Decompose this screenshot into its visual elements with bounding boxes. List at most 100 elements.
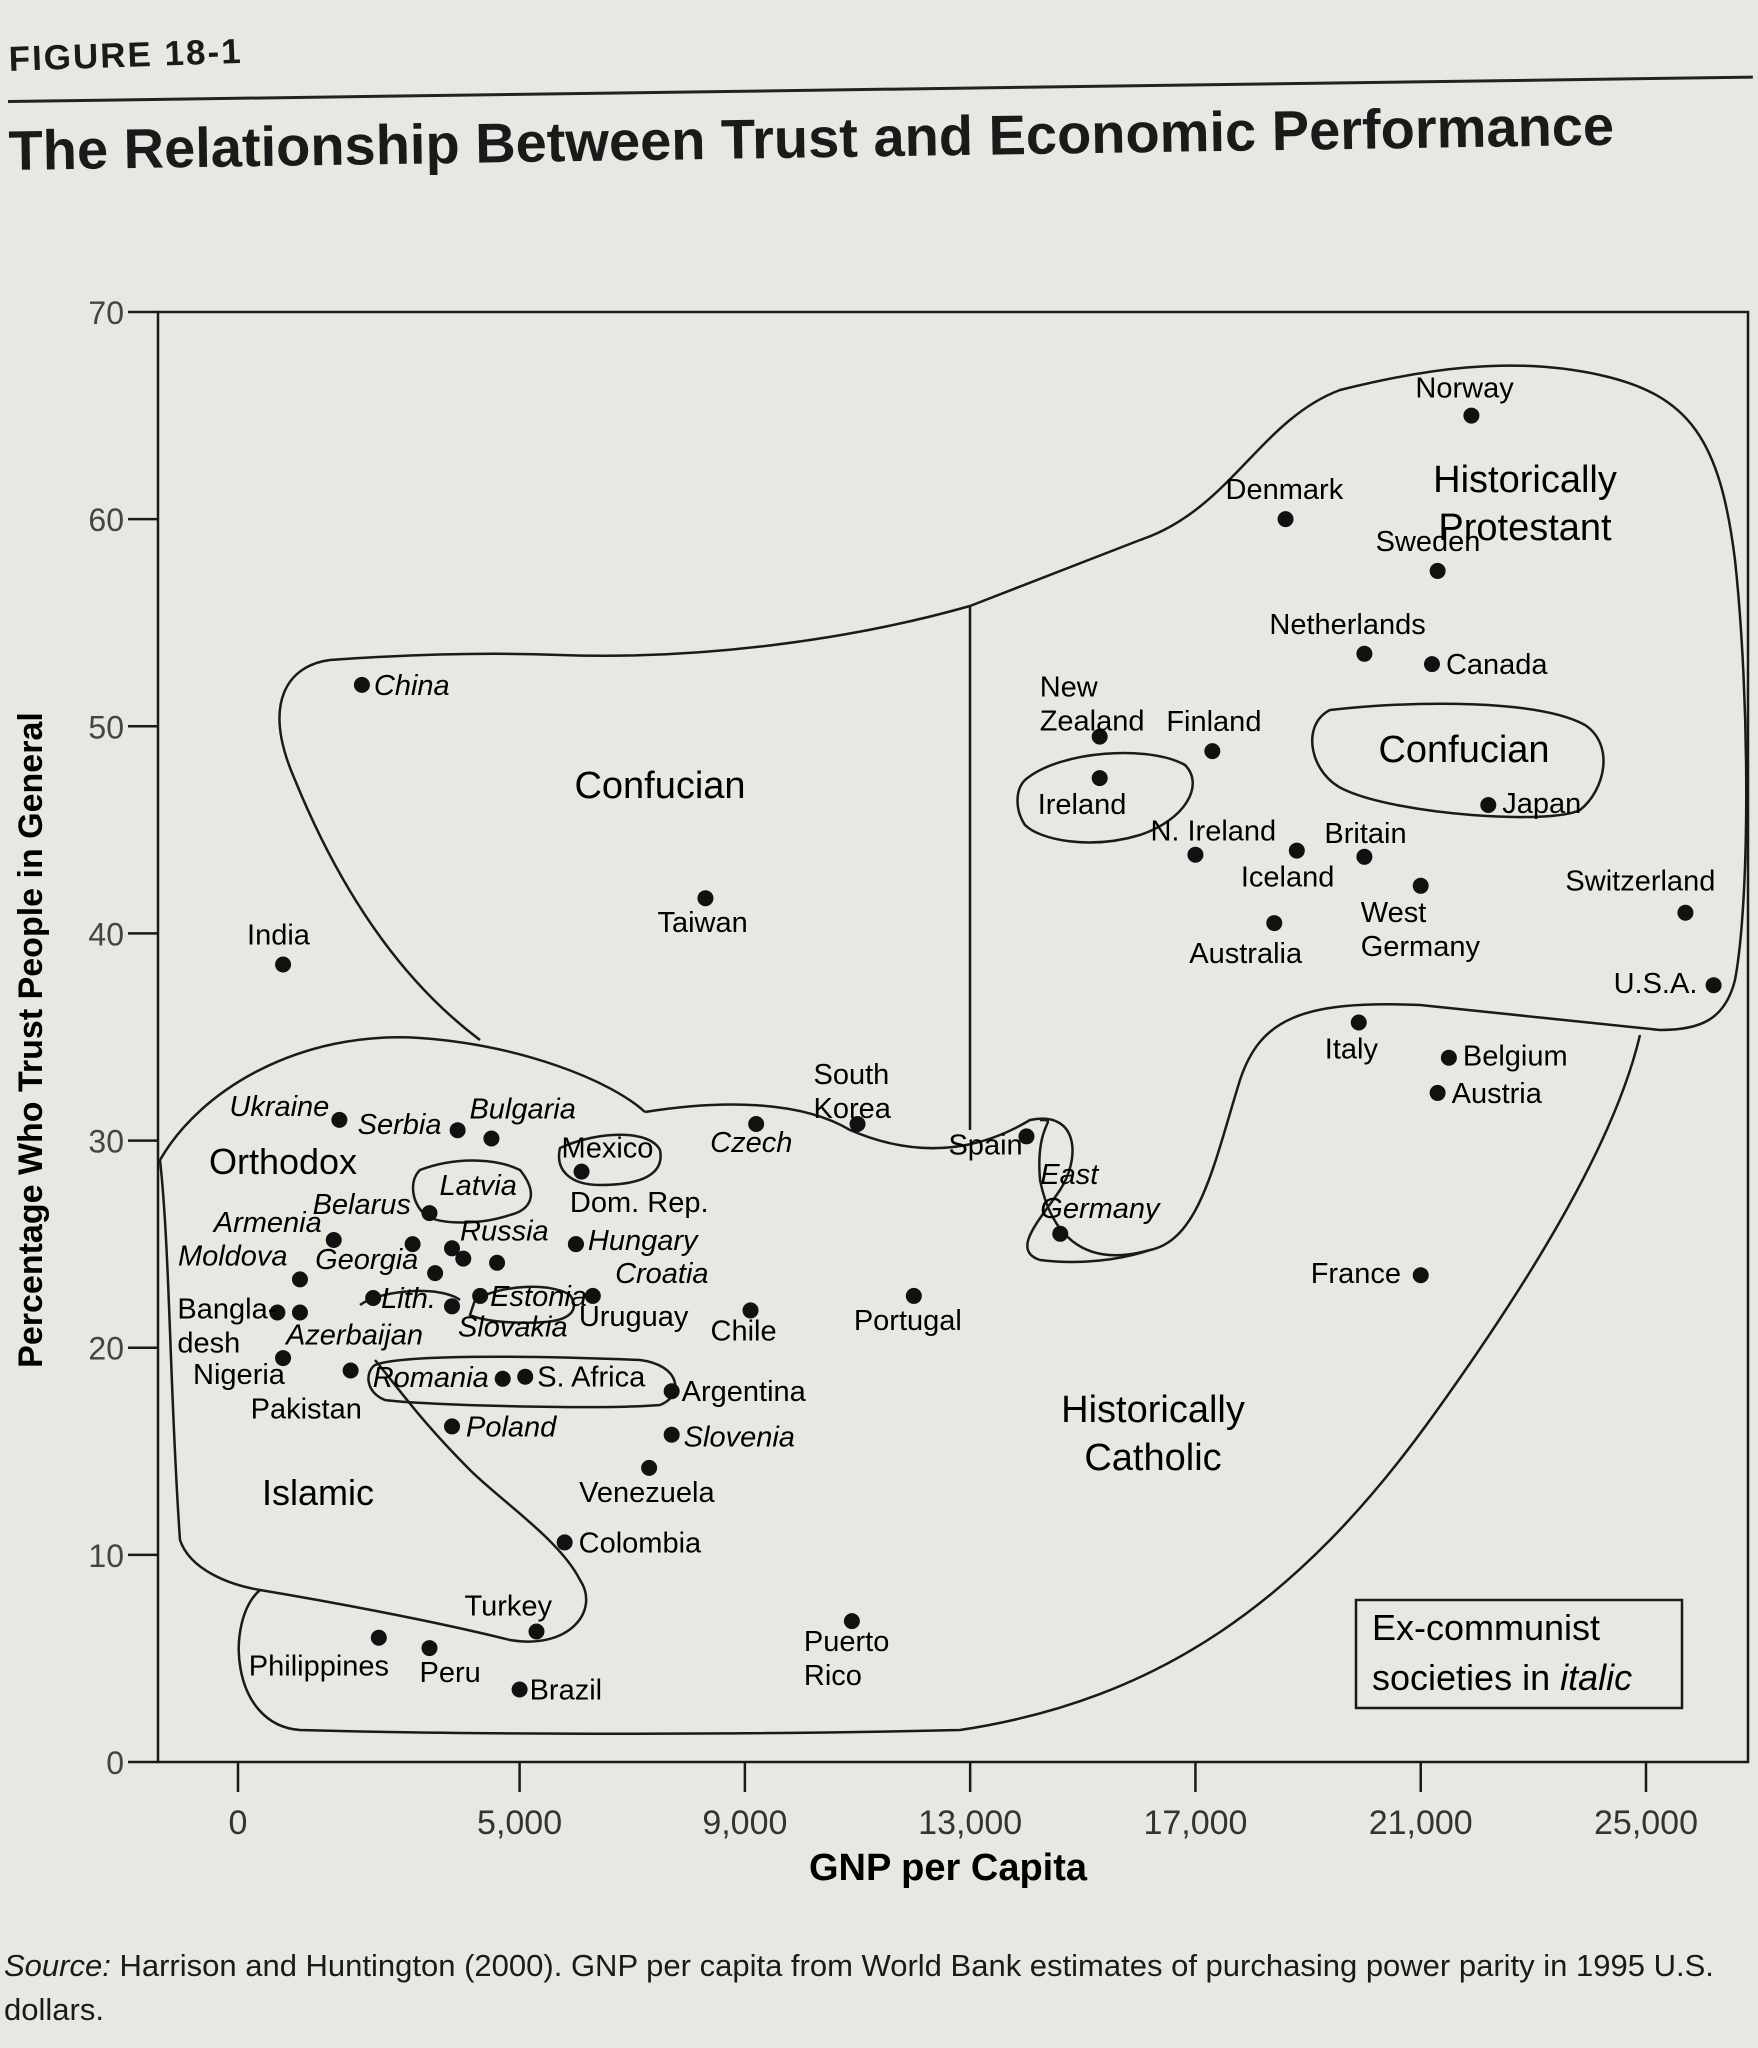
y-tick-label: 60	[88, 502, 124, 538]
point-label: Iceland	[1241, 862, 1335, 894]
legend-note-line-2-text: societies in	[1372, 1657, 1560, 1698]
point-label: Colombia	[579, 1527, 702, 1559]
point-label: Philippines	[249, 1651, 389, 1683]
data-point	[444, 1298, 461, 1315]
y-tick-label: 10	[88, 1538, 124, 1574]
data-point	[1480, 797, 1497, 813]
point-label: Ireland	[1038, 789, 1127, 821]
data-point	[404, 1236, 421, 1253]
ex-communist-subzone-4	[557, 1133, 662, 1187]
data-point	[325, 1232, 342, 1248]
point-label: Estonia	[490, 1281, 587, 1313]
point-label: Mexico	[562, 1133, 654, 1165]
point-label: Ukraine	[229, 1091, 329, 1123]
legend-note-italic-word: italic	[1560, 1657, 1632, 1698]
x-tick-label: 21,000	[1369, 1804, 1473, 1842]
point-label-line: Germany	[1361, 931, 1481, 963]
y-tick-label: 40	[88, 916, 124, 952]
legend-note-box: Ex-communist societies in italic	[1354, 1598, 1684, 1710]
data-point	[742, 1302, 759, 1319]
point-label: Georgia	[315, 1244, 418, 1276]
legend-note-line-1: Ex-communist	[1372, 1607, 1600, 1648]
data-point	[584, 1287, 601, 1304]
data-point	[1052, 1225, 1069, 1242]
point-label: Italy	[1325, 1034, 1379, 1066]
data-point	[1288, 842, 1305, 859]
data-point	[511, 1681, 528, 1698]
point-label: Venezuela	[579, 1477, 715, 1509]
point-label: Puerto Rico	[804, 1626, 889, 1692]
point-label: Czech	[710, 1127, 792, 1159]
protestant-zone-outline	[968, 364, 1748, 1257]
data-point	[663, 1426, 680, 1443]
islamic-zone-outline	[158, 1159, 588, 1643]
point-label-line: desh	[177, 1328, 240, 1360]
data-point	[472, 1287, 489, 1304]
point-label: Dom. Rep.	[570, 1187, 709, 1219]
y-axis-title: Percentage Who Trust People in General	[12, 712, 50, 1368]
point-label: Taiwan	[657, 907, 747, 939]
point-label: Bangla-desh	[177, 1294, 277, 1360]
point-label: Hungary	[588, 1225, 699, 1257]
catholic-zone-outline	[237, 1034, 1642, 1735]
point-label: Argentina	[682, 1376, 807, 1408]
data-point	[843, 1613, 860, 1630]
data-point	[1356, 645, 1373, 662]
data-point	[1429, 1084, 1446, 1101]
data-point	[269, 1304, 286, 1321]
point-label: Canada	[1446, 649, 1548, 681]
zone-labels: Historically Protestant Confucian Confucian…	[209, 459, 1617, 1513]
point-label-line: Germany	[1040, 1193, 1161, 1225]
data-point	[449, 1122, 466, 1139]
point-label: Moldova	[178, 1240, 288, 1272]
zone-label: Orthodox	[209, 1141, 357, 1182]
point-label: Denmark	[1226, 474, 1344, 506]
y-tick-label: 70	[88, 295, 124, 331]
data-point	[905, 1287, 922, 1304]
point-label-line: Puerto	[804, 1626, 889, 1658]
point-label-line: Korea	[814, 1093, 892, 1125]
data-point	[421, 1205, 438, 1222]
data-point	[455, 1250, 472, 1267]
point-label: Norway	[1415, 373, 1514, 405]
point-label-line: Zealand	[1040, 706, 1145, 738]
data-point	[444, 1418, 461, 1435]
point-label: Latvia	[439, 1170, 516, 1202]
data-point	[528, 1623, 545, 1640]
x-tick-label: 5,000	[477, 1804, 562, 1842]
zone-label: Confucian	[1378, 729, 1549, 771]
data-point	[489, 1254, 506, 1271]
japan-confucian-outline	[1311, 702, 1605, 819]
ex-communist-subzone-3	[367, 1355, 677, 1409]
axes: 0 10 20 30 40 50 60 70 0 5,000 9,000 13,000 17,000 21…	[88, 295, 1698, 1842]
point-label-line: West	[1361, 897, 1427, 929]
zone-label: Historically	[1061, 1389, 1245, 1431]
point-label-line: East	[1040, 1159, 1100, 1191]
point-label: Brazil	[530, 1675, 603, 1707]
scatter-chart: 0 10 20 30 40 50 60 70 0 5,000 9,000 13,000 17,000 21…	[12, 295, 1750, 1889]
data-point	[444, 1240, 461, 1257]
x-tick-label: 17,000	[1143, 1804, 1247, 1842]
data-point	[1187, 846, 1204, 863]
point-label: West Germany	[1361, 897, 1481, 963]
ex-communist-subzone-1	[411, 1159, 532, 1224]
data-point	[291, 1271, 308, 1288]
point-label: Chile	[711, 1315, 777, 1347]
point-label: Nigeria	[193, 1359, 286, 1391]
confucian-zone-outline	[278, 604, 971, 1041]
point-label: Peru	[419, 1657, 480, 1689]
source-text: Harrison and Huntington (2000). GNP per …	[4, 1948, 1714, 2027]
point-label: Lith.	[381, 1283, 436, 1315]
zone-label: Catholic	[1084, 1437, 1221, 1479]
data-point	[1350, 1014, 1367, 1031]
data-point	[1440, 1049, 1457, 1066]
data-point	[663, 1383, 680, 1400]
point-label: Azerbaijan	[284, 1320, 423, 1352]
point-label: N. Ireland	[1150, 816, 1276, 848]
data-point	[517, 1368, 534, 1385]
data-point	[331, 1111, 348, 1128]
point-label: U.S.A.	[1614, 968, 1698, 1000]
data-point	[370, 1629, 387, 1646]
data-point	[1356, 848, 1373, 865]
data-points: Norway Denmark Sweden Netherlands Canada New Z…	[177, 373, 1722, 1707]
